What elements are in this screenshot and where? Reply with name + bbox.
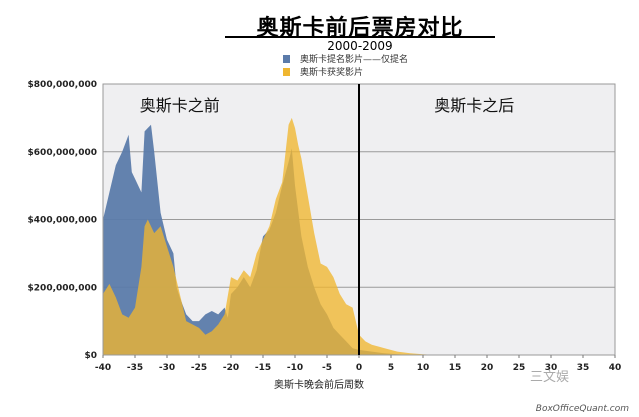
chart-subtitle: 2000-2009	[327, 39, 393, 53]
legend-item-winner: 奥斯卡获奖影片	[283, 65, 408, 78]
x-tick-label: -15	[255, 363, 271, 373]
x-tick-label: 35	[577, 363, 590, 373]
x-tick-label: 30	[545, 363, 558, 373]
x-tick-label: -5	[322, 363, 332, 373]
site-watermark: BoxOfficeQuant.com	[535, 404, 629, 414]
y-tick-label: $800,000,000	[28, 80, 97, 90]
legend-swatch-winner	[283, 67, 290, 76]
y-tick-label: $400,000,000	[28, 216, 97, 226]
y-tick-label: $0	[84, 351, 97, 361]
legend-swatch-nominated	[283, 54, 290, 63]
y-tick-label: $200,000,000	[28, 283, 97, 293]
x-tick-label: 40	[609, 363, 622, 373]
x-tick-label: 0	[356, 363, 362, 373]
legend-item-nominated: 奥斯卡提名影片——仅提名	[283, 52, 408, 65]
x-tick-label: -25	[191, 363, 207, 373]
x-tick-label: -30	[159, 363, 175, 373]
title-underline	[225, 36, 495, 38]
x-axis-label: 奥斯卡晚会前后周数	[274, 378, 364, 391]
brand-watermark: 三文娱	[530, 370, 570, 385]
series-area-winner	[103, 117, 615, 356]
region-label-before: 奥斯卡之前	[140, 96, 220, 115]
region-label-after: 奥斯卡之后	[434, 96, 514, 115]
x-tick-label: -10	[287, 363, 303, 373]
x-tick-label: -35	[127, 363, 143, 373]
x-tick-label: 5	[388, 363, 394, 373]
legend: 奥斯卡提名影片——仅提名 奥斯卡获奖影片	[283, 52, 408, 78]
x-tick-label: -40	[95, 363, 111, 373]
x-tick-label: 25	[513, 363, 526, 373]
x-tick-label: 10	[417, 363, 430, 373]
x-tick-label: -20	[223, 363, 239, 373]
legend-label-nominated: 奥斯卡提名影片——仅提名	[300, 55, 409, 65]
x-tick-label: 20	[481, 363, 494, 373]
y-tick-label: $600,000,000	[28, 148, 97, 158]
x-tick-label: 15	[449, 363, 462, 373]
legend-label-winner: 奥斯卡获奖影片	[300, 68, 364, 78]
